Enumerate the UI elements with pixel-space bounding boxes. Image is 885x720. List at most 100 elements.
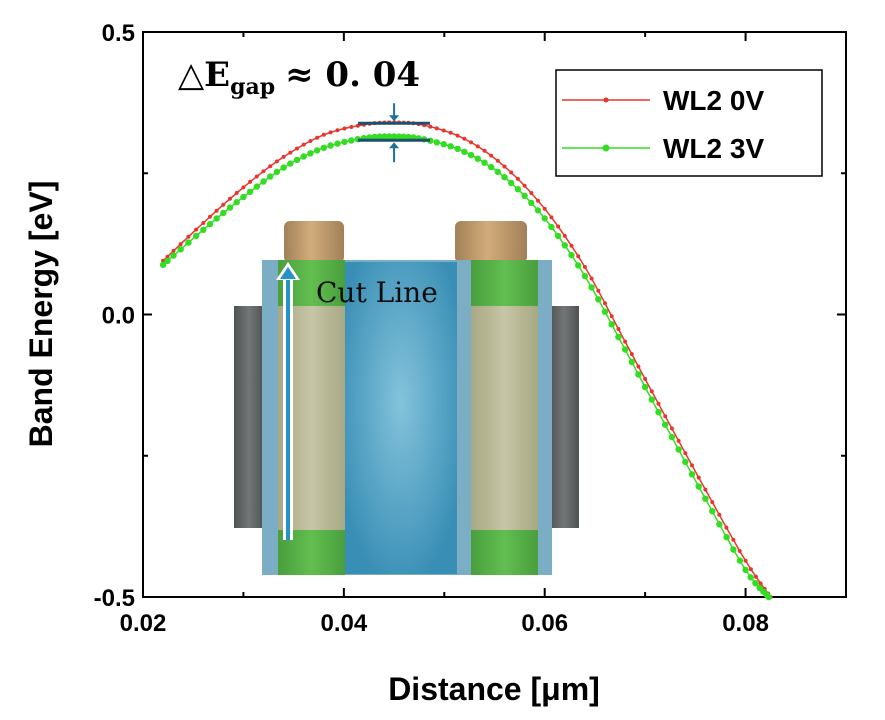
data-point bbox=[334, 140, 341, 147]
data-point bbox=[636, 364, 641, 369]
data-point bbox=[628, 358, 635, 366]
data-point bbox=[696, 475, 701, 480]
data-point bbox=[400, 133, 407, 140]
data-point bbox=[603, 301, 607, 306]
data-point bbox=[273, 168, 281, 176]
data-point bbox=[621, 346, 629, 353]
cut-line-arrow bbox=[276, 262, 300, 540]
data-point bbox=[501, 174, 508, 181]
gap-annotation: △Egap ≈ 0. 04 bbox=[178, 55, 431, 163]
data-point bbox=[206, 220, 214, 228]
data-point bbox=[656, 401, 661, 406]
data-point bbox=[208, 214, 212, 219]
data-point bbox=[321, 132, 326, 137]
data-point bbox=[248, 179, 253, 184]
data-point bbox=[213, 215, 220, 222]
data-point bbox=[201, 221, 206, 225]
data-point bbox=[165, 254, 170, 259]
data-point bbox=[221, 202, 226, 207]
data-point bbox=[240, 193, 247, 201]
data-point bbox=[481, 159, 488, 166]
data-point bbox=[521, 192, 528, 199]
data-point bbox=[395, 133, 403, 140]
gap-arrow-down-head bbox=[389, 115, 400, 122]
data-point bbox=[320, 144, 327, 151]
y-tick-label: 0.5 bbox=[102, 20, 135, 47]
data-point bbox=[683, 451, 688, 456]
data-point bbox=[556, 224, 561, 229]
data-point bbox=[308, 139, 313, 143]
data-point bbox=[635, 371, 642, 378]
data-point bbox=[405, 133, 412, 141]
data-point bbox=[724, 525, 729, 530]
data-point bbox=[433, 139, 440, 146]
data-point bbox=[381, 133, 388, 140]
data-point bbox=[268, 164, 273, 169]
data-point bbox=[261, 169, 266, 174]
plot-area: 0.02 0.04 0.06 0.08 -0.5 0.0 0.5 bbox=[94, 20, 847, 637]
data-point bbox=[601, 308, 609, 315]
data-point bbox=[765, 593, 772, 601]
data-point bbox=[655, 409, 662, 416]
data-point bbox=[663, 414, 668, 419]
right-gate bbox=[471, 306, 538, 530]
data-point bbox=[682, 458, 689, 466]
legend-box bbox=[555, 69, 823, 177]
data-point bbox=[508, 179, 515, 187]
data-point bbox=[164, 257, 171, 265]
data-point bbox=[313, 147, 321, 154]
data-point bbox=[528, 199, 535, 207]
data-point bbox=[596, 288, 601, 293]
data-point bbox=[581, 272, 589, 280]
data-point bbox=[475, 144, 480, 149]
data-point bbox=[228, 196, 232, 201]
data-point bbox=[541, 215, 548, 222]
data-point bbox=[254, 174, 259, 179]
data-point bbox=[200, 226, 207, 233]
data-point bbox=[488, 163, 495, 171]
data-point bbox=[742, 566, 749, 574]
y-tick-label: -0.5 bbox=[94, 585, 135, 612]
data-point bbox=[448, 130, 453, 135]
data-point bbox=[623, 339, 628, 344]
data-point bbox=[562, 233, 567, 238]
data-point bbox=[529, 191, 534, 195]
data-point bbox=[568, 251, 575, 259]
data-point bbox=[185, 239, 192, 246]
legend-label-wl2-0v: WL2 0V bbox=[663, 85, 764, 116]
data-point bbox=[582, 265, 587, 269]
data-point bbox=[482, 148, 487, 153]
data-point bbox=[376, 133, 383, 140]
data-point bbox=[428, 124, 433, 129]
data-point bbox=[747, 574, 754, 581]
data-point bbox=[752, 580, 759, 587]
data-point bbox=[710, 500, 715, 505]
data-point bbox=[548, 223, 555, 231]
data-point bbox=[575, 262, 582, 269]
x-tick-label: 0.08 bbox=[722, 610, 769, 637]
data-point bbox=[641, 383, 649, 391]
right-bottom-contact bbox=[471, 530, 538, 575]
data-point bbox=[386, 133, 393, 140]
data-point bbox=[194, 227, 199, 232]
data-point bbox=[668, 433, 676, 441]
data-point bbox=[226, 204, 234, 211]
gap-annotation-text: △Egap ≈ 0. 04 bbox=[178, 55, 420, 100]
data-point bbox=[615, 333, 622, 341]
data-point bbox=[288, 150, 293, 155]
data-point bbox=[731, 537, 736, 542]
legend-entry-wl2-3v: WL2 3V bbox=[562, 133, 764, 164]
data-point bbox=[675, 446, 682, 453]
data-point bbox=[341, 138, 348, 146]
data-point bbox=[643, 377, 648, 381]
data-point bbox=[554, 232, 562, 240]
data-point bbox=[758, 581, 763, 586]
data-point bbox=[177, 246, 184, 253]
data-point bbox=[349, 125, 354, 129]
data-point bbox=[648, 396, 655, 403]
data-point bbox=[192, 232, 200, 240]
data-point bbox=[743, 558, 748, 563]
data-point bbox=[440, 141, 447, 148]
data-point bbox=[616, 327, 621, 331]
